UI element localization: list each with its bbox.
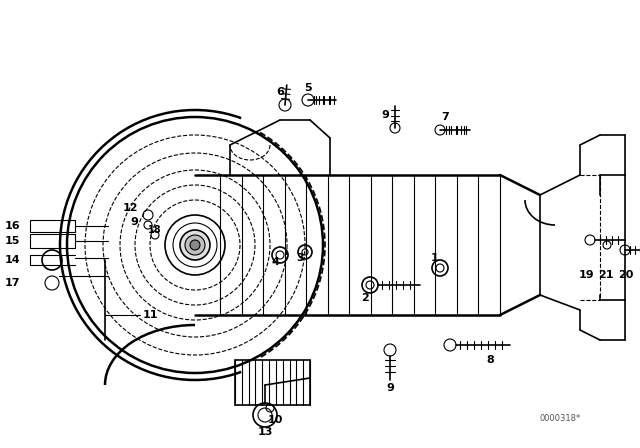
- Text: 8: 8: [486, 355, 494, 365]
- Text: 7: 7: [441, 112, 449, 122]
- Text: 16: 16: [4, 221, 20, 231]
- Text: 5: 5: [304, 83, 312, 93]
- Text: 0000318*: 0000318*: [540, 414, 580, 422]
- Text: 4: 4: [271, 257, 279, 267]
- Text: 11: 11: [142, 310, 157, 320]
- Text: 20: 20: [618, 270, 634, 280]
- Circle shape: [180, 230, 210, 260]
- Text: 1: 1: [431, 253, 439, 263]
- Text: 15: 15: [4, 236, 20, 246]
- Text: 9: 9: [386, 383, 394, 393]
- Circle shape: [190, 240, 200, 250]
- Text: 13: 13: [257, 427, 273, 437]
- Text: 21: 21: [598, 270, 614, 280]
- Text: 3: 3: [296, 253, 304, 263]
- Text: 12: 12: [122, 203, 138, 213]
- Text: 6: 6: [276, 87, 284, 97]
- Text: 17: 17: [4, 278, 20, 288]
- Text: 10: 10: [268, 415, 283, 425]
- Text: 18: 18: [148, 225, 162, 235]
- Text: 19: 19: [578, 270, 594, 280]
- Text: 9: 9: [130, 217, 138, 227]
- Text: 2: 2: [361, 293, 369, 303]
- Text: 14: 14: [4, 255, 20, 265]
- Text: 9: 9: [381, 110, 389, 120]
- Circle shape: [185, 235, 205, 255]
